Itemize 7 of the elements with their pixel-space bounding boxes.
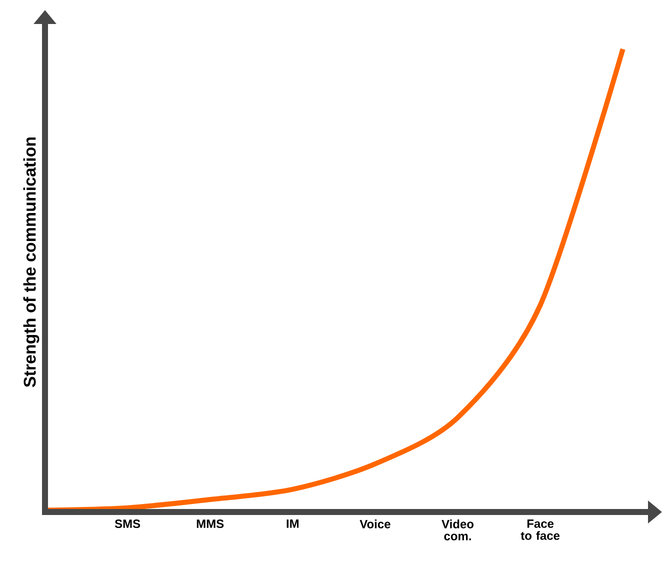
x-tick-label: IM (286, 520, 299, 528)
y-axis-title: Strength of the communication (23, 137, 40, 388)
x-tick-label: MMS (196, 520, 224, 528)
x-tick-label: Voice (360, 520, 390, 528)
x-tick-label: Video com. (442, 520, 474, 540)
x-tick-label: SMS (114, 520, 140, 528)
x-tick-label: Face to face (520, 520, 560, 540)
